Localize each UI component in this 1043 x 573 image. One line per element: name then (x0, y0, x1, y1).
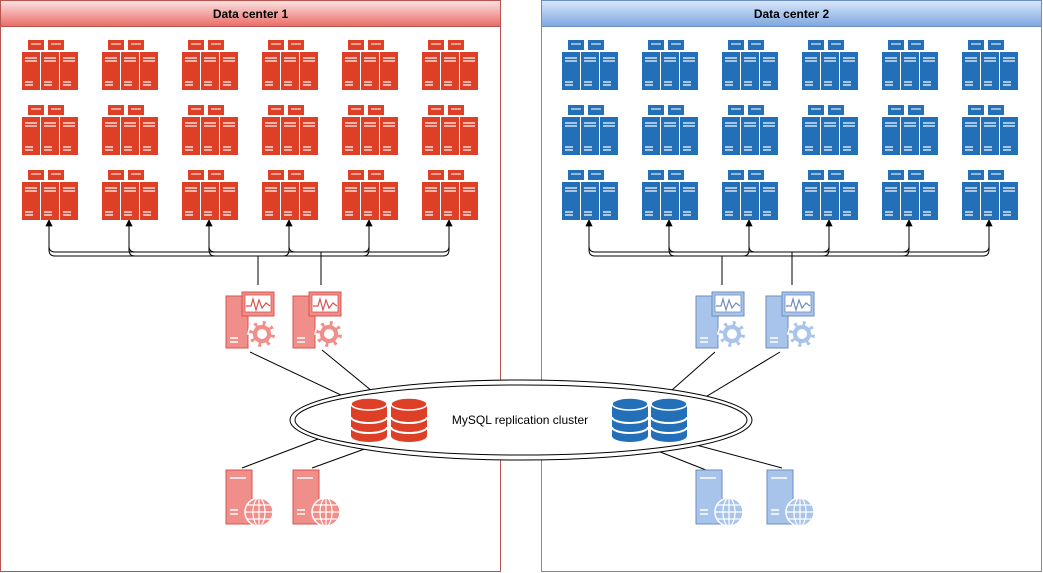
dc1-server-rack-icon-3-3 (182, 170, 238, 220)
dc2-web-server-icon-1 (695, 469, 744, 527)
dc1-server-rack-icon-2-3 (182, 105, 238, 155)
dc2-server-rack-icon-3-1 (562, 170, 618, 220)
dc2-server-rack-icon-2-5 (882, 105, 938, 155)
dc2-server-rack-icon-1-4 (802, 40, 858, 90)
dc1-database-icon-1 (350, 397, 388, 442)
dc1-server-rack-icon-3-2 (102, 170, 158, 220)
dc1-web-server-icon-1 (225, 469, 274, 527)
dc1-server-rack-icon-1-3 (182, 40, 238, 90)
dc2-hub-2-to-rack-col-6 (792, 219, 993, 253)
dc1-hub-1-to-rack-col-6 (258, 219, 453, 257)
dc1-hub-1-to-rack-col-3 (205, 219, 258, 257)
dc1-server-rack-icon-3-4 (262, 170, 318, 220)
dc2-server-rack-icon-3-2 (642, 170, 698, 220)
dc2-server-rack-icon-3-5 (882, 170, 938, 220)
dc1-hub-1-to-rack-col-1 (45, 219, 258, 257)
datacenter-2-title: Data center 2 (754, 7, 830, 21)
dc2-web-server-icon-2 (766, 469, 815, 527)
dc1-hub-2-to-rack-col-6 (321, 219, 453, 253)
dc2-server-rack-icon-2-1 (562, 105, 618, 155)
dc2-database-icon-2 (650, 397, 688, 442)
dc1-server-rack-icon-3-5 (342, 170, 398, 220)
dc1-hub-2-to-rack-col-1 (45, 219, 321, 253)
dc2-server-rack-icon-1-5 (882, 40, 938, 90)
dc2-hub-2-to-rack-col-2 (665, 219, 792, 253)
datacenter-1-header (0, 0, 501, 27)
dc1-database-icon-2 (390, 397, 428, 442)
dc2-database-icon-1 (611, 397, 649, 442)
dc1-server-rack-icon-2-6 (422, 105, 478, 155)
dc2-server-rack-icon-2-4 (802, 105, 858, 155)
datacenter-2-header (541, 0, 1042, 27)
datacenter-1-title: Data center 1 (213, 7, 289, 21)
dc1-server-rack-icon-2-1 (22, 105, 78, 155)
dc1-server-rack-icon-1-1 (22, 40, 78, 90)
dc2-hub-1-to-rack-col-1 (585, 219, 722, 257)
dc2-hub-2-to-rack-col-3 (745, 219, 792, 253)
dc1-server-rack-icon-2-5 (342, 105, 398, 155)
dc1-server-rack-icon-1-6 (422, 40, 478, 90)
dc2-server-rack-icon-2-2 (642, 105, 698, 155)
dc1-server-rack-icon-3-6 (422, 170, 478, 220)
dc2-hub-1-to-rack-col-2 (665, 219, 722, 257)
dc2-server-rack-icon-3-4 (802, 170, 858, 220)
dc1-hub-2-to-rack-col-2 (125, 219, 321, 253)
dc1-server-rack-icon-2-2 (102, 105, 158, 155)
dc1-server-rack-icon-2-4 (262, 105, 318, 155)
dc2-hub-2-to-rack-col-1 (585, 219, 792, 253)
dc1-hub-1-to-rack-col-2 (125, 219, 258, 257)
dc1-server-rack-icon-1-5 (342, 40, 398, 90)
icons-layer (22, 40, 1018, 527)
dc1-monitoring-server-icon-2 (292, 291, 344, 349)
dc2-monitoring-server-icon-2 (765, 291, 817, 349)
dc1-hub-2-to-rack-col-3 (205, 219, 321, 253)
mysql-cluster-label: MySQL replication cluster (452, 413, 588, 427)
dc2-server-rack-icon-2-6 (962, 105, 1018, 155)
dc2-server-rack-icon-2-3 (722, 105, 778, 155)
dc1-web-server-icon-2 (292, 469, 341, 527)
dc1-monitoring-server-icon-1 (225, 291, 277, 349)
dc1-server-rack-icon-1-2 (102, 40, 158, 90)
dc2-monitoring-server-icon-1 (695, 291, 747, 349)
dc1-hub-2-to-rack-col-4 (285, 219, 321, 253)
dc2-server-rack-icon-1-6 (962, 40, 1018, 90)
dc2-hub-1-to-rack-col-6 (722, 219, 993, 257)
dc1-server-rack-icon-1-4 (262, 40, 318, 90)
dc1-server-rack-icon-3-1 (22, 170, 78, 220)
dc2-server-rack-icon-1-1 (562, 40, 618, 90)
dc2-server-rack-icon-3-3 (722, 170, 778, 220)
dc2-server-rack-icon-1-2 (642, 40, 698, 90)
dc2-server-rack-icon-1-3 (722, 40, 778, 90)
dc2-server-rack-icon-3-6 (962, 170, 1018, 220)
